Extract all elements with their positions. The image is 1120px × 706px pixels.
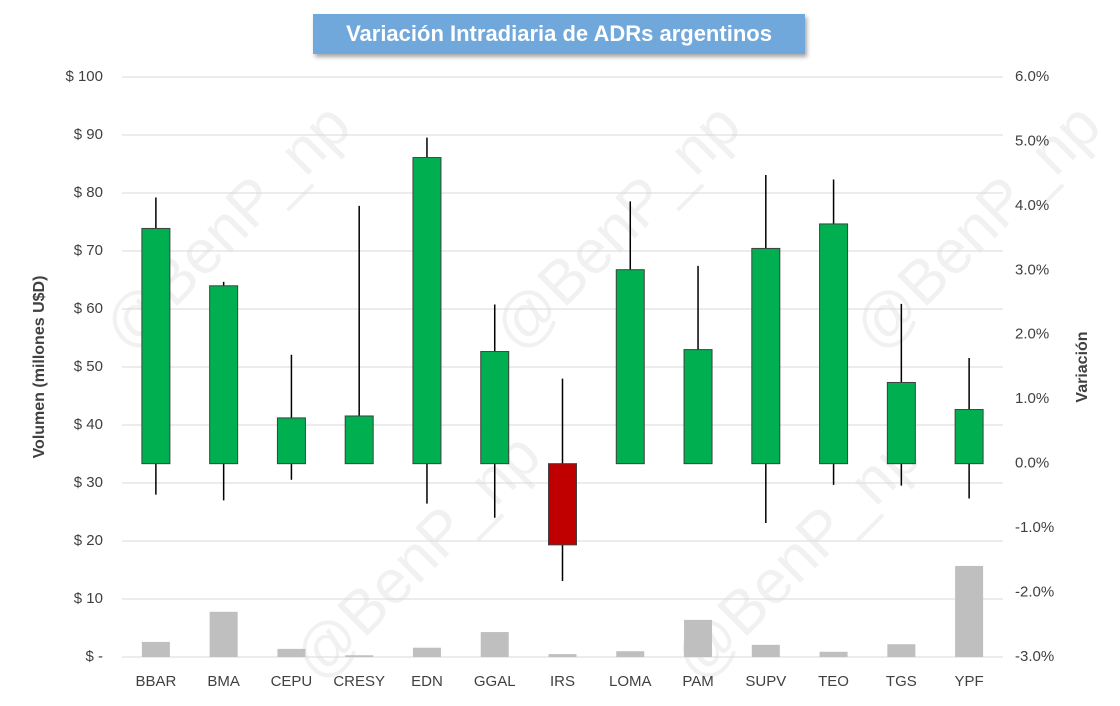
y-tick-label: $ 30: [74, 474, 103, 491]
candle-body: [344, 415, 374, 465]
volume-bar: [751, 644, 780, 657]
x-tick-label: EDN: [411, 673, 443, 690]
x-tick-label: CRESY: [333, 673, 385, 690]
y2-tick-label: -1.0%: [1015, 519, 1054, 536]
x-tick-label: IRS: [550, 673, 575, 690]
y-tick-label: $ 70: [74, 242, 103, 259]
candle-body: [209, 285, 239, 465]
candle-body: [819, 223, 849, 465]
volume-bar: [480, 632, 509, 657]
watermark: @BenP_np: [840, 90, 1114, 364]
y2-tick-label: 0.0%: [1015, 455, 1049, 472]
x-tick-label: YPF: [955, 673, 984, 690]
candle-body: [954, 409, 984, 465]
y2-tick-label: -3.0%: [1015, 648, 1054, 665]
volume-bar: [209, 611, 238, 657]
y2-tick-label: -2.0%: [1015, 584, 1054, 601]
volume-bar: [277, 648, 306, 657]
candle-body: [141, 227, 171, 465]
volume-bar: [684, 619, 713, 657]
candle-body: [276, 417, 306, 465]
y2-tick-label: 6.0%: [1015, 68, 1049, 85]
volume-bar: [887, 644, 916, 657]
y-tick-label: $ 80: [74, 184, 103, 201]
x-tick-label: BMA: [207, 673, 240, 690]
x-tick-label: PAM: [682, 673, 713, 690]
y-tick-label: $ 50: [74, 358, 103, 375]
x-tick-label: LOMA: [609, 673, 652, 690]
chart-title: Variación Intradiaria de ADRs argentinos: [346, 21, 772, 46]
volume-bar: [955, 565, 984, 657]
y-tick-label: $ 10: [74, 590, 103, 607]
volume-bar: [548, 654, 577, 657]
y2-tick-label: 2.0%: [1015, 326, 1049, 343]
candle-body: [412, 157, 442, 465]
x-tick-label: GGAL: [474, 673, 516, 690]
candle-body: [480, 351, 510, 465]
candle-body: [751, 247, 781, 465]
volume-bar: [412, 647, 441, 657]
y2-tick-label: 4.0%: [1015, 197, 1049, 214]
candle-body: [548, 463, 577, 546]
volume-bar: [819, 651, 848, 657]
candle-body: [683, 349, 713, 465]
y2-tick-label: 5.0%: [1015, 132, 1049, 149]
volume-bar: [345, 655, 374, 657]
y2-tick-label: 1.0%: [1015, 390, 1049, 407]
candle-body: [886, 381, 916, 465]
y-tick-label: $ 90: [74, 126, 103, 143]
x-tick-label: TEO: [818, 673, 849, 690]
y-axis-label: Volumen (millones U$D): [31, 276, 48, 459]
y2-tick-label: 3.0%: [1015, 261, 1049, 278]
y2-axis-label: Variación: [1074, 331, 1091, 402]
volume-bar: [616, 651, 645, 657]
x-tick-label: CEPU: [271, 673, 313, 690]
y-tick-label: $ -: [85, 648, 103, 665]
x-tick-label: TGS: [886, 673, 917, 690]
x-tick-label: BBAR: [135, 673, 176, 690]
volume-bar: [141, 641, 170, 657]
candle-body: [615, 269, 645, 465]
x-tick-label: SUPV: [745, 673, 786, 690]
y-tick-label: $ 60: [74, 300, 103, 317]
y-tick-label: $ 20: [74, 532, 103, 549]
title-box: [313, 14, 805, 54]
y-tick-label: $ 40: [74, 416, 103, 433]
y-tick-label: $ 100: [65, 68, 103, 85]
